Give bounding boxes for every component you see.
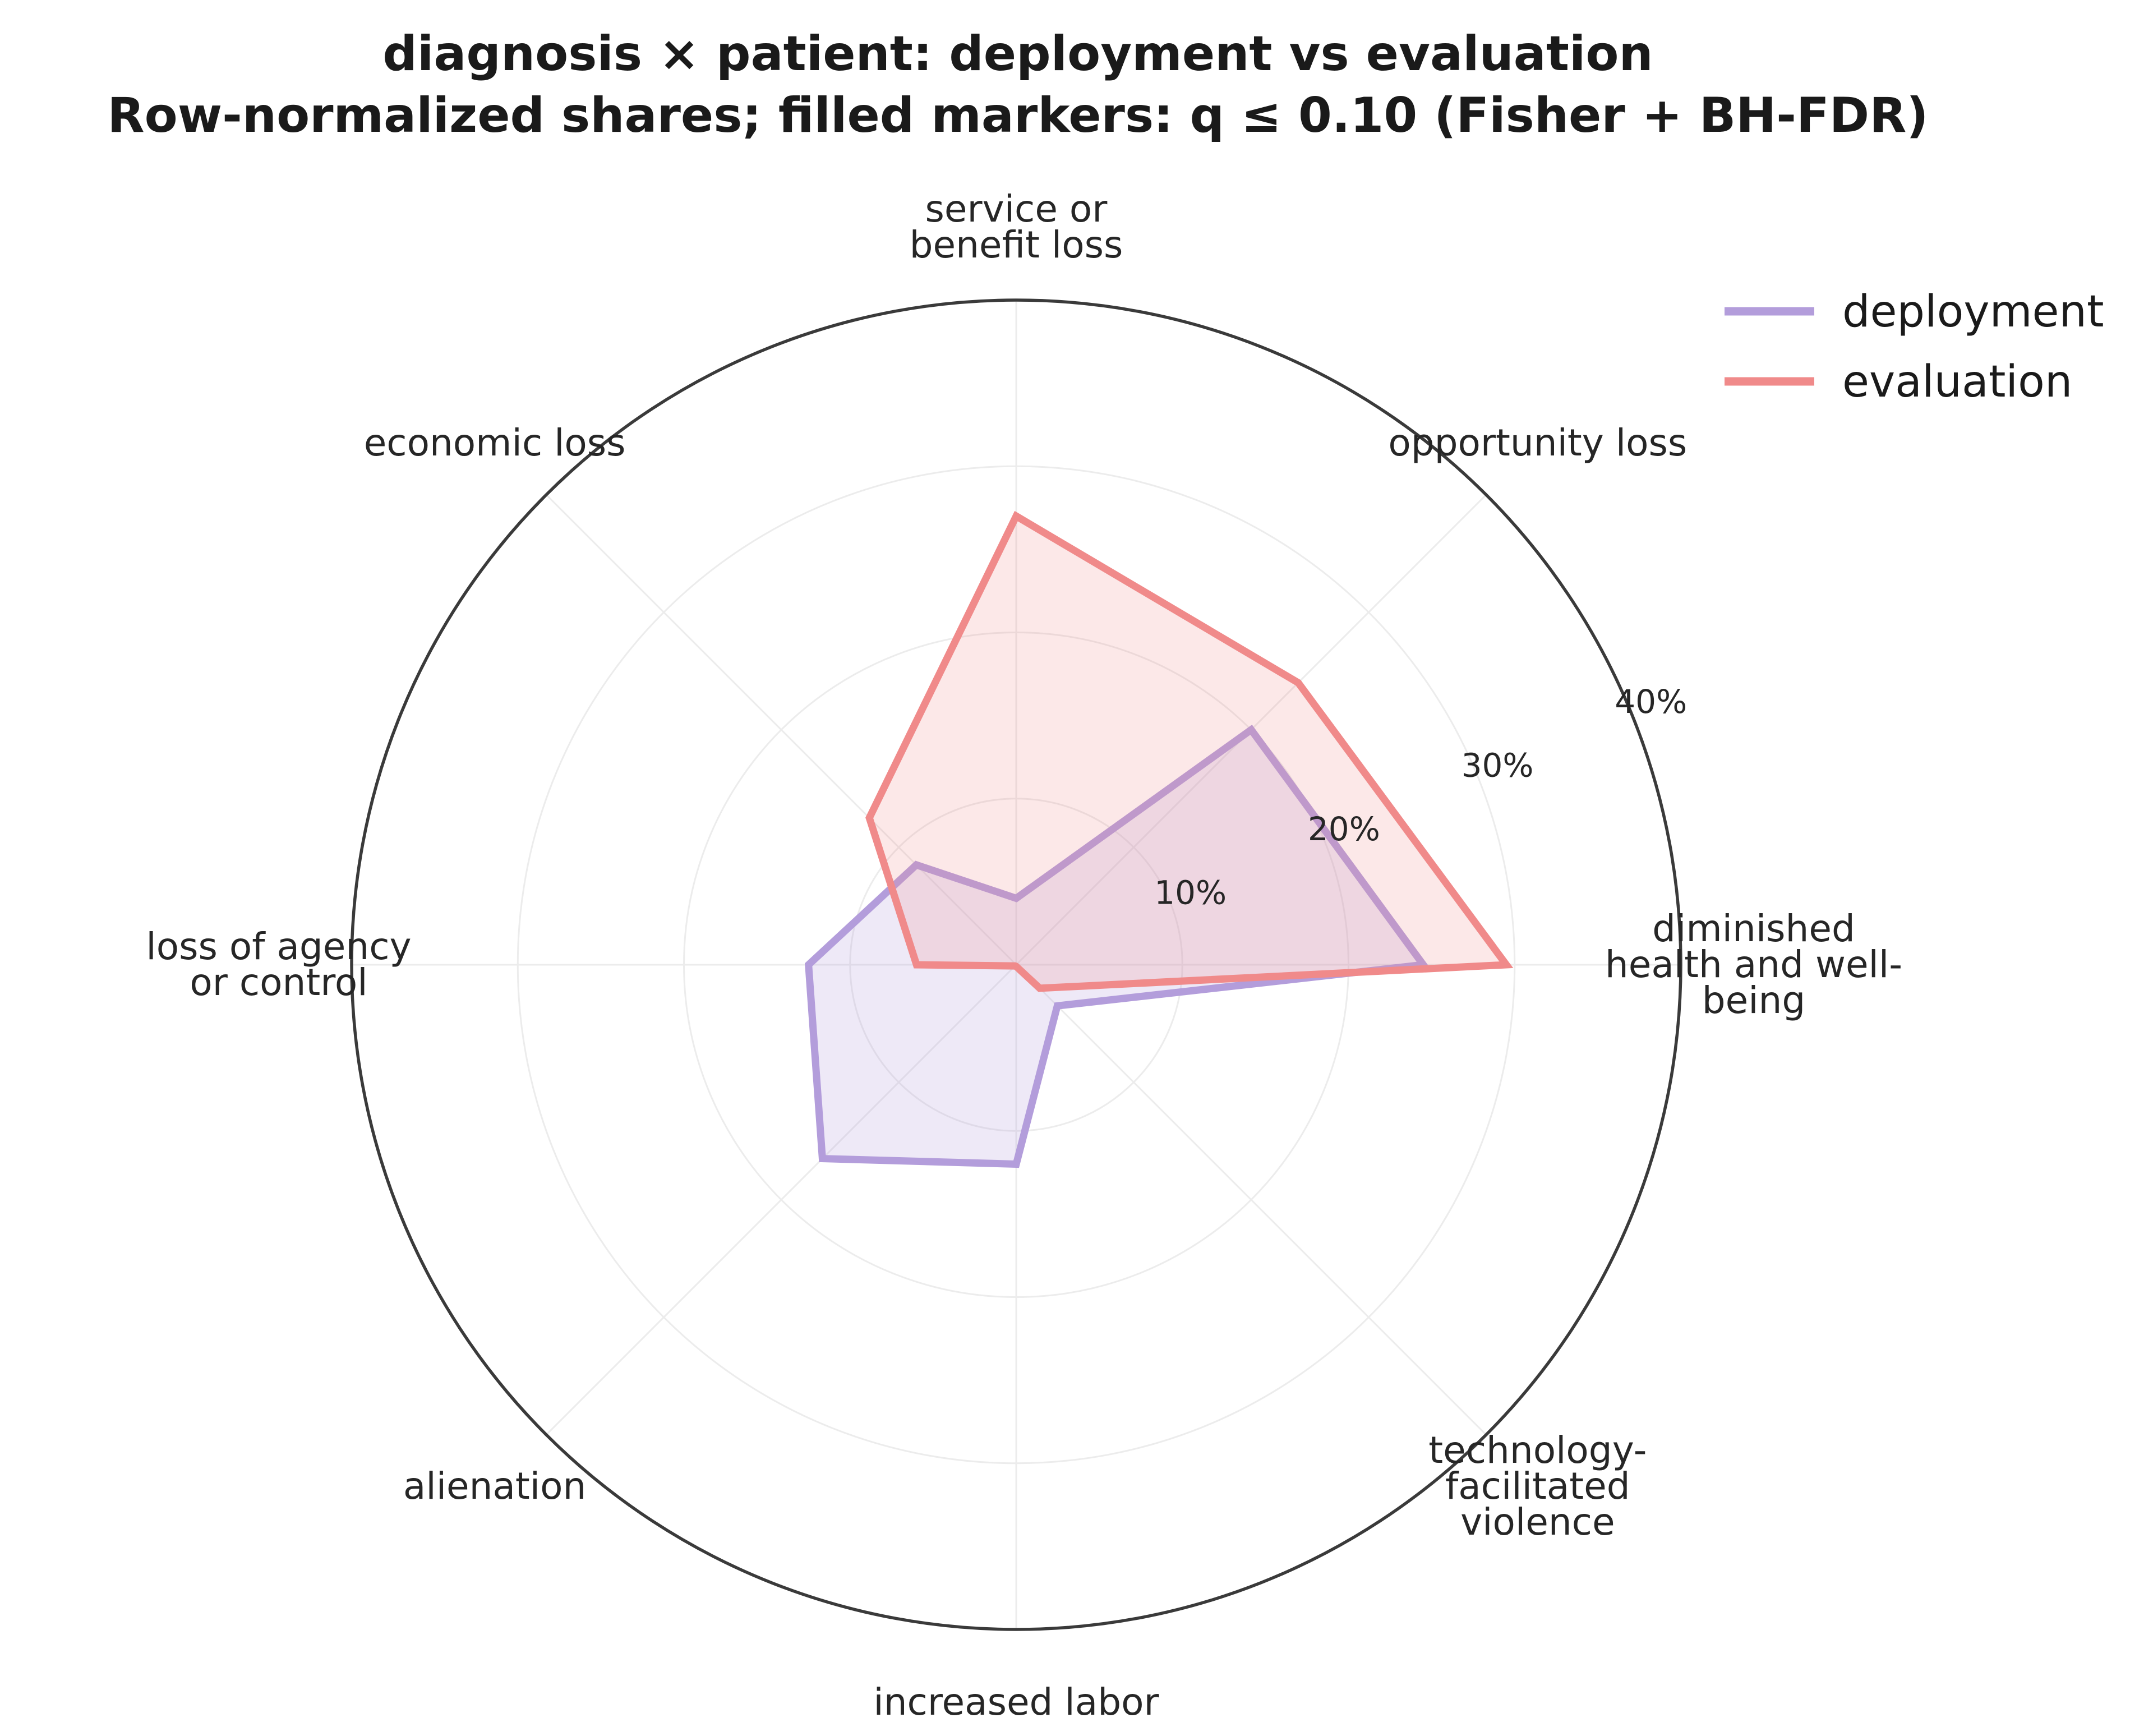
chart-title: diagnosis × patient: deployment vs evalu… <box>107 26 1928 144</box>
category-label-7-line-2: violence <box>1460 1500 1615 1544</box>
title-line-1: diagnosis × patient: deployment vs evalu… <box>382 26 1653 82</box>
category-label-2-line-1: benefit loss <box>910 223 1123 266</box>
series-layer <box>350 298 1682 1631</box>
legend: deployment evaluation <box>1725 287 2104 407</box>
category-label-6: increased labor <box>873 1680 1159 1724</box>
category-label-7-line-0: technology- <box>1428 1429 1647 1472</box>
category-label-5: alienation <box>403 1465 586 1508</box>
category-label-0-line-1: health and well- <box>1605 943 1902 986</box>
series-evaluation-line <box>865 510 1514 992</box>
r-tick-label-40: 40% <box>1615 683 1687 721</box>
category-label-1-line-0: opportunity loss <box>1388 421 1687 464</box>
series-deployment-line <box>804 724 1430 1168</box>
category-label-3: economic loss <box>364 421 626 464</box>
category-label-1: opportunity loss <box>1388 421 1687 464</box>
spoke-7 <box>1015 964 1487 1435</box>
r-tick-label-20: 20% <box>1308 810 1380 848</box>
series-deployment-fill <box>808 730 1423 1164</box>
category-label-6-line-0: increased labor <box>873 1680 1159 1724</box>
category-label-4-line-1: or control <box>190 961 367 1004</box>
category-label-2-line-0: service or <box>925 187 1108 231</box>
r-tick-label-10: 10% <box>1154 873 1227 911</box>
legend-label-evaluation: evaluation <box>1842 357 2072 407</box>
spoke-3 <box>546 494 1017 966</box>
spoke-5 <box>546 964 1017 1435</box>
category-label-4-line-0: loss of agency <box>146 925 411 968</box>
legend-label-deployment: deployment <box>1842 287 2104 337</box>
radial-tick-labels: 10% 20% 30% 40% <box>1154 683 1687 911</box>
r-tick-label-30: 30% <box>1462 747 1534 785</box>
category-label-5-line-0: alienation <box>403 1465 586 1508</box>
category-label-3-line-0: economic loss <box>364 421 626 464</box>
category-label-0-line-0: diminished <box>1652 907 1855 950</box>
series-evaluation-fill <box>869 516 1506 988</box>
category-label-7-line-1: facilitated <box>1445 1465 1630 1508</box>
category-label-0-line-2: being <box>1702 979 1806 1022</box>
outer-ring <box>350 298 1682 1631</box>
title-line-2: Row-normalized shares; filled markers: q… <box>107 88 1928 144</box>
